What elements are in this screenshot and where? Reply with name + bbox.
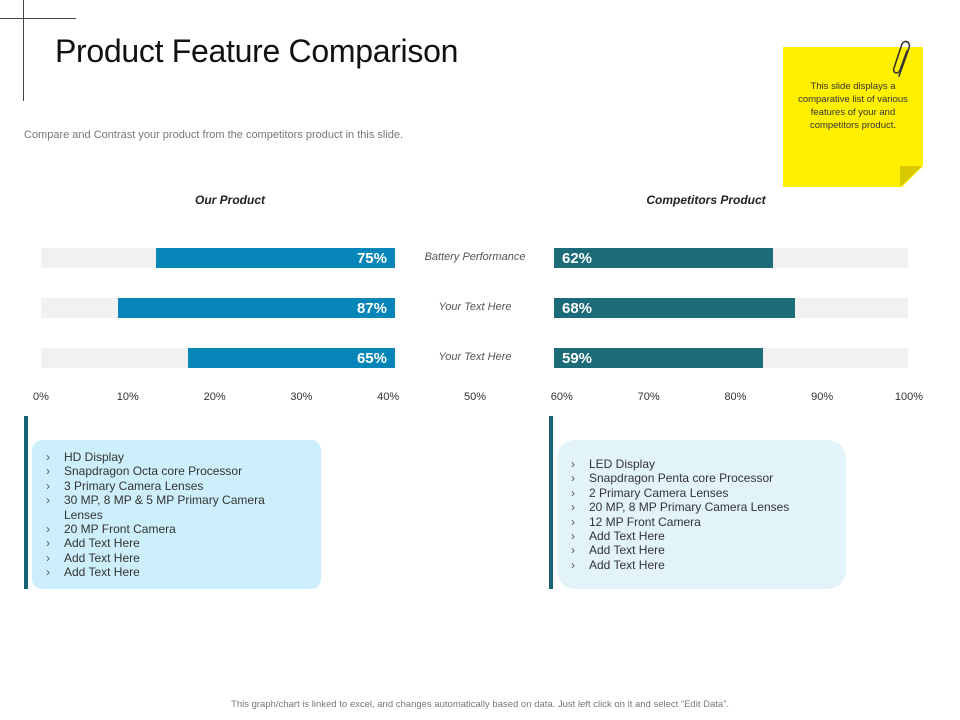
- category-label: Your Text Here: [438, 301, 512, 313]
- our-bar-value: 75%: [356, 250, 387, 267]
- our-bar-value: 65%: [356, 350, 387, 367]
- x-tick-label: 80%: [724, 391, 747, 403]
- our-feature-item: Snapdragon Octa core Processor: [46, 464, 286, 479]
- left-accent-bar: [24, 416, 28, 589]
- x-tick-label: 40%: [377, 391, 400, 403]
- our-bar-track: 75%: [41, 248, 395, 268]
- right-accent-bar: [549, 416, 553, 589]
- competitor-features: LED DisplaySnapdragon Penta core Process…: [557, 440, 846, 589]
- competitor-feature-item: Add Text Here: [571, 543, 831, 558]
- x-tick-label: 90%: [811, 391, 834, 403]
- x-tick-label: 0%: [33, 391, 49, 403]
- competitor-features-list: LED DisplaySnapdragon Penta core Process…: [571, 457, 831, 573]
- category-label: Battery Performance: [424, 251, 526, 263]
- our-feature-item: Add Text Here: [46, 551, 286, 566]
- x-tick-label: 20%: [203, 391, 226, 403]
- our-feature-item: 30 MP, 8 MP & 5 MP Primary Camera Lenses: [46, 493, 286, 522]
- our-product-heading: Our Product: [194, 193, 265, 207]
- competitor-feature-item: 2 Primary Camera Lenses: [571, 486, 831, 501]
- sticky-note-text: This slide displays a comparative list o…: [798, 81, 908, 131]
- corner-line-horizontal: [0, 18, 76, 19]
- competitor-bar-track: 68%: [554, 298, 908, 318]
- competitor-bar: 62%: [554, 248, 774, 268]
- our-features-list: HD DisplaySnapdragon Octa core Processor…: [46, 450, 286, 580]
- our-product-features: HD DisplaySnapdragon Octa core Processor…: [32, 440, 321, 589]
- x-tick-label: 10%: [116, 391, 139, 403]
- page-subtitle: Compare and Contrast your product from t…: [24, 129, 404, 141]
- x-tick-label: 100%: [894, 391, 924, 403]
- competitor-bar-value: 59%: [562, 350, 593, 367]
- competitor-bar-track: 62%: [554, 248, 908, 268]
- footer-note: This graph/chart is linked to excel, and…: [231, 699, 729, 710]
- our-bar-track: 65%: [41, 348, 395, 368]
- our-feature-item: 3 Primary Camera Lenses: [46, 479, 286, 494]
- competitor-bar-value: 68%: [562, 300, 593, 317]
- our-bar-track: 87%: [41, 298, 395, 318]
- our-bar: 65%: [187, 348, 395, 368]
- competitor-feature-item: Add Text Here: [571, 558, 831, 573]
- x-tick-label: 70%: [637, 391, 660, 403]
- competitor-bar: 59%: [554, 348, 763, 368]
- competitor-feature-item: 20 MP, 8 MP Primary Camera Lenses: [571, 500, 831, 515]
- x-tick-label: 50%: [463, 391, 487, 403]
- competitor-bar-value: 62%: [562, 250, 593, 267]
- x-tick-label: 60%: [550, 391, 573, 403]
- our-feature-item: Add Text Here: [46, 565, 286, 580]
- corner-line-vertical: [23, 0, 24, 101]
- competitor-feature-item: 12 MP Front Camera: [571, 515, 831, 530]
- our-feature-item: HD Display: [46, 450, 286, 465]
- our-feature-item: Add Text Here: [46, 536, 286, 551]
- competitor-feature-item: LED Display: [571, 457, 831, 472]
- our-bar: 75%: [156, 248, 395, 268]
- page-title: Product Feature Comparison: [55, 33, 459, 69]
- x-tick-label: 30%: [290, 391, 313, 403]
- our-bar-value: 87%: [356, 300, 387, 317]
- competitor-feature-item: Add Text Here: [571, 529, 831, 544]
- our-bar: 87%: [117, 298, 395, 318]
- paperclip-icon: [892, 40, 911, 77]
- our-feature-item: 20 MP Front Camera: [46, 522, 286, 537]
- competitor-bar-track: 59%: [554, 348, 908, 368]
- competitor-feature-item: Snapdragon Penta core Processor: [571, 471, 831, 486]
- competitor-product-heading: Competitors Product: [646, 193, 766, 207]
- competitor-bar: 68%: [554, 298, 795, 318]
- category-label: Your Text Here: [438, 351, 512, 363]
